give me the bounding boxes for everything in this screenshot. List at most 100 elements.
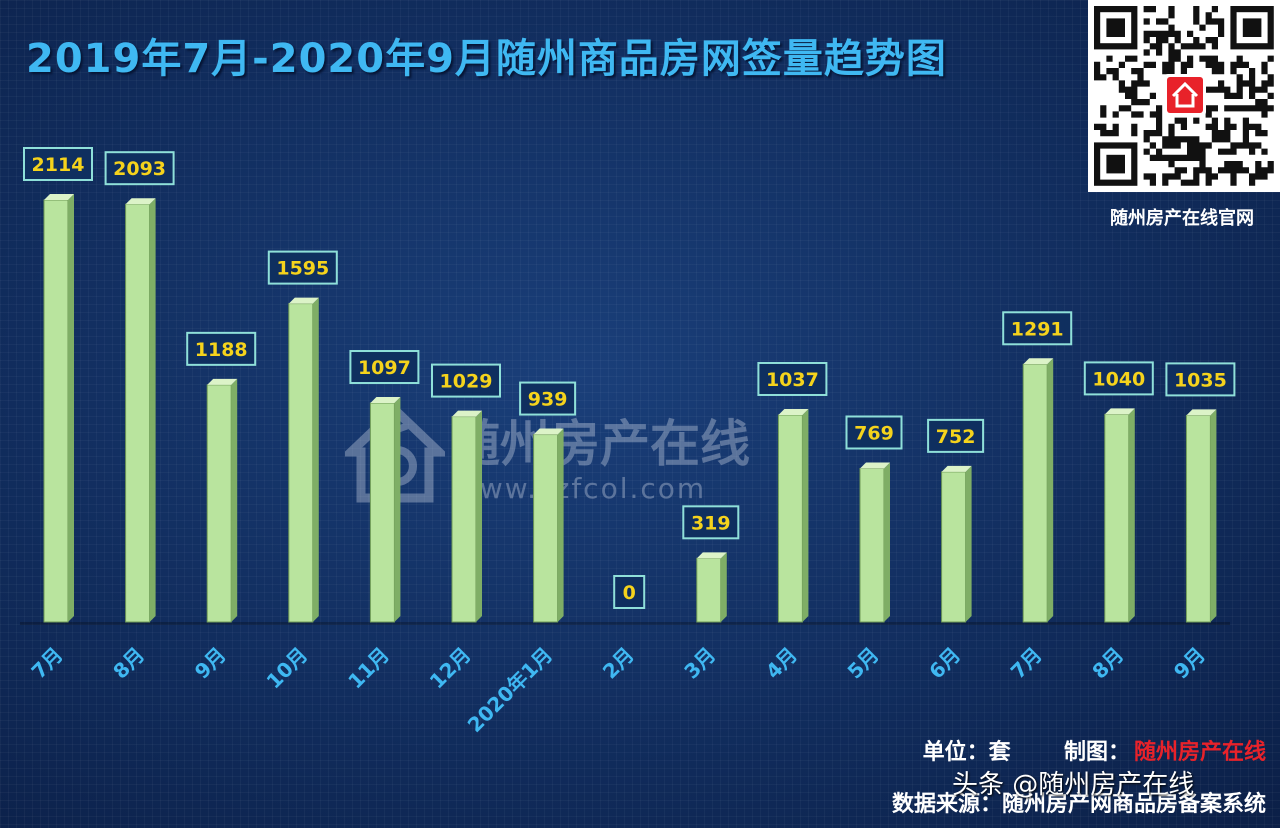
data-label-box [1165, 362, 1236, 397]
bar [206, 384, 232, 623]
x-tick-label: 10月 [262, 643, 313, 694]
house-logo-icon [1164, 74, 1206, 116]
x-tick-label: 4月 [761, 643, 802, 684]
bar [859, 467, 885, 623]
bar-side [68, 194, 74, 622]
bar-group: 1040 8月 [1083, 361, 1154, 684]
data-label: 1029 [440, 371, 493, 393]
qr-finder [1230, 6, 1274, 50]
unit-value: 套 [988, 740, 1011, 765]
bar-group: 1291 7月 [1002, 311, 1073, 684]
x-tick-label: 5月 [843, 643, 884, 684]
bar-group: 769 5月 [843, 415, 903, 684]
x-tick-label: 12月 [425, 643, 476, 694]
bar [1104, 413, 1130, 623]
data-label: 752 [936, 426, 976, 448]
source-value: 随州房产网商品房备案系统 [1001, 792, 1266, 817]
x-tick-label: 9月 [190, 643, 231, 684]
bar-top [778, 408, 809, 415]
bar-side [1047, 358, 1054, 622]
unit-label: 单位： [922, 740, 989, 765]
bar-group: 0 2月 [598, 575, 646, 684]
bar-top [44, 194, 74, 200]
qr-modules [1094, 6, 1274, 186]
bar-side [394, 397, 401, 622]
bar-group: 752 6月 [924, 418, 985, 684]
qr-caption: 随州房产在线官网 [1110, 208, 1254, 229]
data-label-box [431, 363, 501, 398]
data-label: 939 [528, 389, 568, 411]
footer-source: 数据来源：随州房产网商品房备案系统 [892, 786, 1266, 818]
data-label-box [267, 250, 338, 285]
data-label-box [682, 505, 740, 540]
data-label-box [1083, 361, 1154, 396]
x-tick-label: 2020年1月 [463, 643, 557, 737]
bar [288, 303, 314, 623]
bar [696, 557, 722, 623]
data-label: 319 [691, 512, 731, 534]
data-label: 1291 [1011, 318, 1064, 340]
bar-group: 1029 12月 [425, 363, 501, 694]
x-tick-label: 6月 [924, 643, 965, 684]
qr-finder [1094, 6, 1138, 50]
x-tick-label: 3月 [679, 643, 720, 684]
bar-top [1186, 409, 1217, 416]
bar-top [941, 465, 972, 472]
bar-top [1023, 358, 1054, 365]
bar [777, 414, 803, 623]
bar-group: 1097 11月 [343, 350, 420, 693]
bar-side [1210, 409, 1217, 622]
bar-top [452, 410, 482, 417]
bar-top [207, 378, 238, 385]
bar [1022, 363, 1048, 623]
bar-side [965, 465, 972, 622]
bar-top [125, 198, 156, 205]
x-tick-label: 7月 [1006, 643, 1047, 684]
source-label: 数据来源： [891, 792, 1002, 817]
data-label: 1097 [358, 357, 411, 379]
x-tick-label: 2月 [598, 643, 639, 684]
data-label: 1040 [1092, 368, 1145, 390]
bar-group: 2114 7月 [23, 147, 93, 684]
footer-unit-maker: 单位：套 制图： 随州房产在线 [923, 734, 1266, 766]
bar-side [884, 462, 890, 622]
bar-side [312, 297, 319, 622]
data-label-box [519, 381, 577, 416]
bar-top [1104, 408, 1135, 415]
bar [941, 471, 967, 623]
qr-finder [1094, 142, 1138, 186]
qr-code-pattern [1094, 6, 1274, 186]
bar-group: 1188 9月 [186, 331, 257, 684]
x-tick-label: 9月 [1169, 643, 1210, 684]
bar-side [557, 428, 564, 622]
bar [451, 416, 477, 623]
data-label-box [349, 350, 420, 385]
data-label-box [186, 331, 257, 366]
x-tick-label: 8月 [108, 643, 149, 684]
data-label: 1595 [276, 258, 329, 280]
data-label-box [23, 147, 93, 181]
bar-side [802, 408, 809, 622]
chart-baseline [20, 622, 1230, 625]
data-label: 1035 [1174, 369, 1227, 391]
maker-label: 制图： [1063, 740, 1130, 765]
bar-side [149, 198, 156, 622]
x-tick-label: 7月 [27, 643, 68, 684]
data-label: 769 [854, 422, 894, 444]
chart-title: 2019年7月-2020年9月随州商品房网签量趋势图 [26, 36, 947, 82]
bar-group: 1037 4月 [757, 361, 828, 684]
bar [533, 434, 559, 623]
bar-group: 2093 8月 [104, 151, 175, 684]
bar-top [288, 297, 319, 304]
bar-top [860, 462, 890, 469]
data-label-box [613, 575, 646, 609]
bar-side [1128, 408, 1135, 622]
bar-group: 1595 10月 [262, 250, 338, 694]
bar-top [696, 552, 727, 559]
bar-side [476, 410, 482, 622]
data-label-box [104, 151, 175, 186]
toutiao-watermark: 头条 @随州房产在线 [952, 770, 1195, 800]
data-label-box [757, 361, 828, 396]
data-label: 1037 [766, 369, 819, 391]
qr-code[interactable] [1088, 0, 1280, 192]
